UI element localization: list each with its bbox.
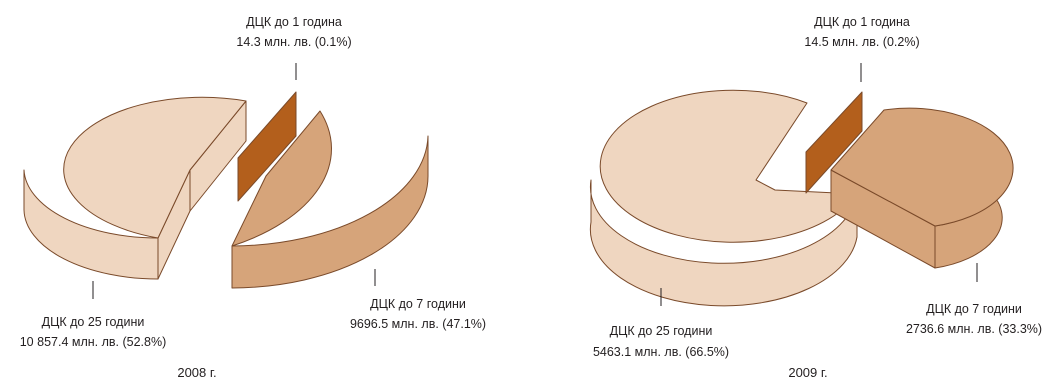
chart-2009-slice-7-years	[830, 107, 1014, 269]
chart-2009-slice-25-years-top	[599, 89, 858, 243]
chart-2009-label-1-year-name: ДЦК до 1 година	[814, 15, 910, 29]
chart-2008-slice-1-year	[237, 91, 297, 202]
chart-2008-label-1-year-name: ДЦК до 1 година	[246, 15, 342, 29]
chart-2008-slice-7-years	[231, 110, 429, 289]
chart-2009-label-1-year-value: 14.5 млн. лв. (0.2%)	[804, 35, 919, 49]
chart-2008-label-7-years-value: 9696.5 млн. лв. (47.1%)	[350, 317, 486, 331]
chart-2009-label-7-years-value: 2736.6 млн. лв. (33.3%)	[906, 322, 1042, 336]
chart-2008-label-7-years-name: ДЦК до 7 години	[370, 297, 466, 311]
chart-2009-title: 2009 г.	[788, 365, 827, 380]
chart-2008-slice-25-years	[23, 96, 247, 280]
chart-2009-slice-7-years-top	[830, 107, 1014, 227]
chart-2008-label-1-year-value: 14.3 млн. лв. (0.1%)	[236, 35, 351, 49]
chart-2009-slice-1-year	[805, 91, 863, 194]
chart-2008-title: 2008 г.	[177, 365, 216, 380]
chart-2008-slice-7-years-side	[231, 135, 429, 289]
chart-2009-slice-1-year-face	[805, 91, 863, 194]
chart-2008-slice-7-years-top	[231, 110, 332, 247]
chart-2008: ДЦК до 1 година 14.3 млн. лв. (0.1%) ДЦК…	[20, 15, 486, 380]
chart-2008-slice-25-years-top	[63, 96, 247, 239]
chart-2009-label-7-years-name: ДЦК до 7 години	[926, 302, 1022, 316]
chart-2008-label-25-years-name: ДЦК до 25 години	[42, 315, 145, 329]
chart-2009-label-25-years-name: ДЦК до 25 години	[610, 324, 713, 338]
chart-2009-slice-25-years	[589, 89, 858, 307]
chart-2008-slice-1-year-face	[237, 91, 297, 202]
chart-2009: ДЦК до 1 година 14.5 млн. лв. (0.2%) ДЦК…	[589, 15, 1042, 380]
chart-2009-label-25-years-value: 5463.1 млн. лв. (66.5%)	[593, 345, 729, 359]
chart-2008-label-25-years-value: 10 857.4 млн. лв. (52.8%)	[20, 335, 167, 349]
